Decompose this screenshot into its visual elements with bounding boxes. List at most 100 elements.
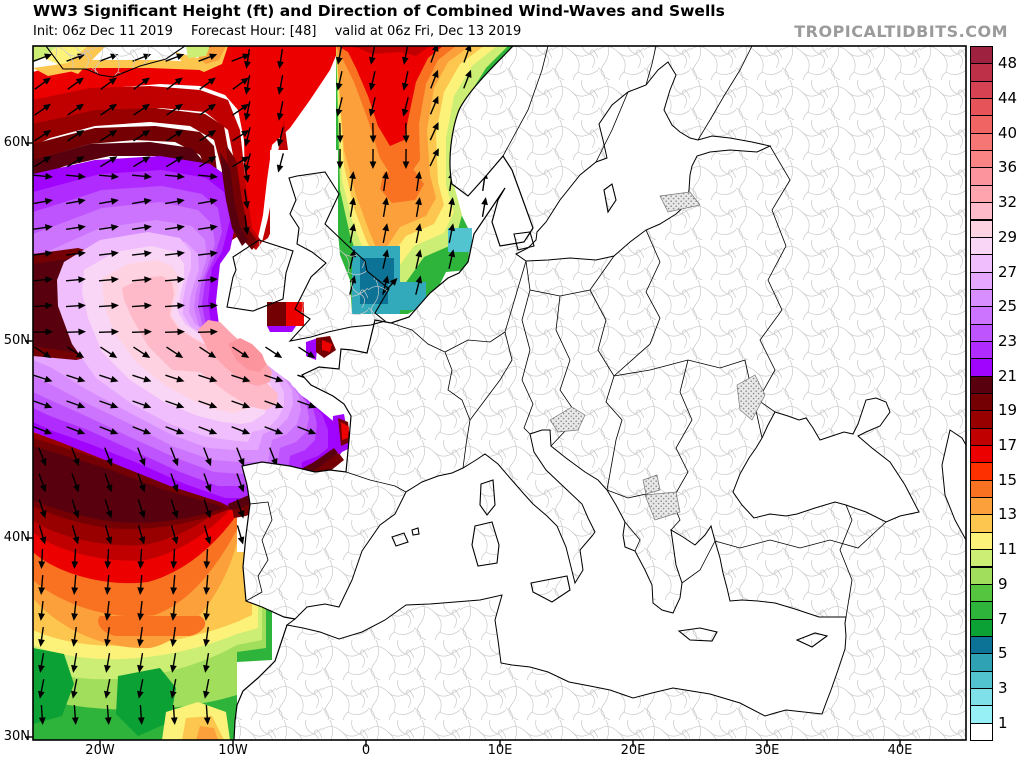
wave-arrow <box>66 400 86 409</box>
wave-arrow <box>369 46 376 65</box>
wave-arrow <box>165 198 185 205</box>
wave-arrow <box>198 426 218 435</box>
wave-arrow <box>33 374 53 383</box>
gotland <box>603 183 617 214</box>
wave-arrow <box>131 172 152 180</box>
lon-label: 10E <box>487 743 513 757</box>
wave-arrow <box>197 328 218 336</box>
wave-arrow <box>203 704 211 725</box>
wave-arrow <box>33 198 53 205</box>
wave-arrow <box>203 447 212 467</box>
wave-arrow <box>103 679 111 699</box>
black-sea <box>732 397 920 523</box>
region-macedonia <box>644 491 681 521</box>
country-borders <box>245 46 887 618</box>
wave-arrow <box>368 97 376 117</box>
wave-arrow <box>335 97 343 117</box>
colorbar-segment <box>970 705 993 724</box>
wave-arrow <box>429 121 439 141</box>
wave-arrow <box>203 653 210 673</box>
wave-arrow <box>415 197 422 217</box>
wave-arrow <box>165 400 185 409</box>
wave-arrow <box>198 374 218 383</box>
iceland <box>45 46 186 78</box>
wave-arrow <box>71 653 78 673</box>
wave-arrow <box>202 679 210 699</box>
wave-arrow <box>369 148 377 169</box>
wave-arrow <box>170 447 179 467</box>
wave-arrow <box>430 69 439 89</box>
wave-arrow <box>199 346 217 359</box>
colorbar: 48 44 40 36 32 29 27 25 23 21 19 17 15 13 11 9 7 5 3 1 <box>970 46 1017 741</box>
sicily <box>530 575 571 603</box>
lon-label: 30E <box>754 743 780 757</box>
colorbar-tick-label: 36 <box>998 158 1018 177</box>
wave-arrow <box>104 653 111 673</box>
region-latvia <box>659 191 701 213</box>
lon-label: 0 <box>361 743 371 757</box>
colorbar-segment <box>970 722 993 741</box>
wave-arrow <box>164 224 185 231</box>
wave-arrow <box>298 346 316 359</box>
wave-arrow <box>137 574 145 595</box>
colorbar-segment <box>970 618 993 637</box>
wave-arrow <box>415 249 423 269</box>
wave-arrow <box>402 148 410 169</box>
wave-arrow <box>71 574 79 595</box>
colorbar-segment <box>970 63 993 82</box>
wave-arrow <box>99 156 118 168</box>
colorbar-tick-label: 1 <box>998 713 1008 732</box>
wave-arrow <box>65 172 86 180</box>
islands <box>45 46 829 648</box>
colorbar-segment <box>970 340 993 360</box>
forecast-hour: Forecast Hour: [48] <box>190 24 317 39</box>
wave-arrow <box>197 224 218 231</box>
wave-arrow <box>430 46 439 63</box>
colorbar-tick-label: 11 <box>998 540 1018 559</box>
baltic-sea <box>515 61 772 262</box>
wave-arrow <box>70 679 78 699</box>
wave-arrow <box>481 197 488 217</box>
lat-label: 30N <box>3 729 30 744</box>
map-area <box>33 46 966 740</box>
wave-arrow <box>198 198 218 205</box>
wave-arrow <box>34 346 52 359</box>
wave-arrow <box>33 53 53 62</box>
wave-arrow <box>132 156 151 168</box>
wave-arrow <box>132 198 152 205</box>
wave-arrow <box>131 276 152 284</box>
wave-arrow <box>197 250 218 257</box>
colorbar-segment <box>970 98 993 117</box>
ireland <box>226 239 294 312</box>
wave-arrow <box>402 122 410 143</box>
wave-arrow <box>137 653 144 673</box>
wave-arrow <box>38 525 47 545</box>
wave-arrow <box>33 172 53 180</box>
wave-arrow <box>382 197 389 217</box>
wave-arrow <box>66 426 86 435</box>
wave-arrow <box>264 426 284 435</box>
wave-arrow <box>100 103 118 116</box>
colorbar-segment <box>970 184 993 204</box>
colorbar-segment <box>970 254 993 273</box>
wave-arrow <box>71 499 80 519</box>
colorbar-segment <box>970 445 993 464</box>
colorbar-segment <box>970 427 993 447</box>
colorbar-segment <box>970 219 993 238</box>
wave-arrow <box>164 328 185 336</box>
wave-arrow <box>132 374 152 383</box>
wave-arrow <box>236 499 245 519</box>
wave-arrow <box>104 473 113 493</box>
wave-arrow <box>165 53 185 62</box>
wave-arrow <box>164 250 185 257</box>
wave-arrow <box>66 374 86 383</box>
wave-arrow <box>98 302 119 310</box>
colorbar-segment <box>970 566 993 585</box>
wave-arrow <box>349 223 357 243</box>
wave-arrow <box>98 276 119 284</box>
wave-arrow <box>133 103 151 116</box>
wave-arrow <box>463 69 472 89</box>
wave-arrow <box>104 626 111 647</box>
